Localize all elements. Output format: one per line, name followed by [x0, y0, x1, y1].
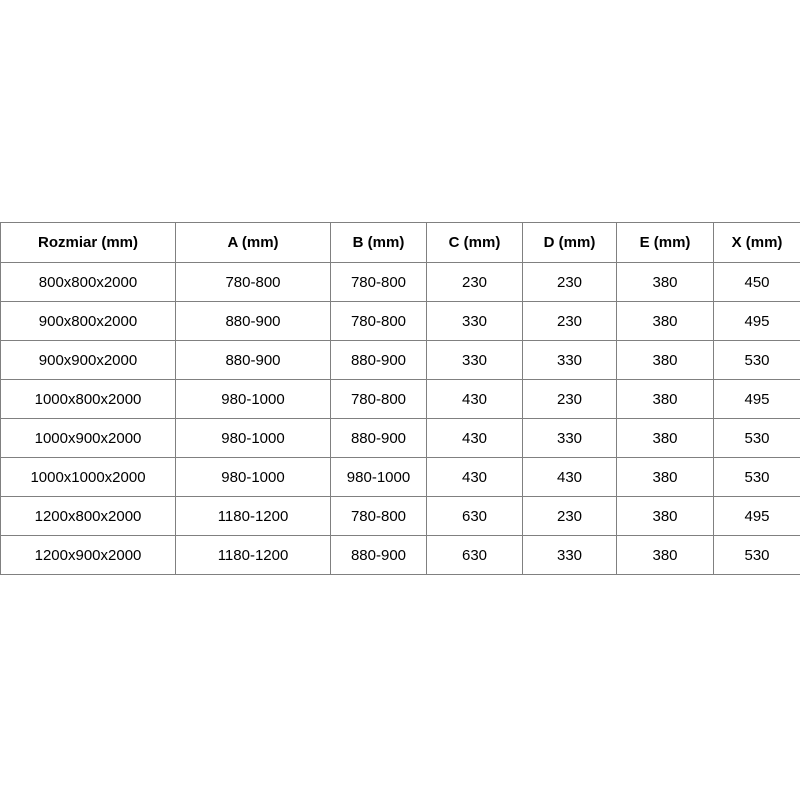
table-cell: 330 — [522, 418, 617, 458]
table-cell: 330 — [426, 340, 523, 380]
table-cell: 1180-1200 — [175, 535, 331, 575]
table-cell: 630 — [426, 496, 523, 536]
table-cell: 780-800 — [330, 262, 427, 302]
table-body: 800x800x2000 780-800 780-800 230 230 380 450 90… — [0, 262, 800, 575]
table-cell: 880-900 — [330, 535, 427, 575]
table-cell: 1200x800x2000 — [0, 496, 176, 536]
table-cell: 530 — [713, 457, 800, 497]
column-header: C (mm) — [426, 222, 523, 263]
table-cell: 530 — [713, 418, 800, 458]
table-cell: 230 — [522, 496, 617, 536]
column-header: D (mm) — [522, 222, 617, 263]
table-row: 1200x800x2000 1180-1200 780-800 630 230 380 49… — [0, 496, 800, 536]
table-cell: 1000x800x2000 — [0, 379, 176, 419]
table-cell: 780-800 — [330, 379, 427, 419]
table-cell: 330 — [522, 535, 617, 575]
table-cell: 450 — [713, 262, 800, 302]
column-header: B (mm) — [330, 222, 427, 263]
table-row: 1000x800x2000 980-1000 780-800 430 230 380 495 — [0, 379, 800, 419]
column-header: E (mm) — [616, 222, 714, 263]
table-cell: 900x800x2000 — [0, 301, 176, 341]
table-cell: 380 — [616, 379, 714, 419]
table-cell: 380 — [616, 535, 714, 575]
table-cell: 880-900 — [175, 301, 331, 341]
table-cell: 780-800 — [175, 262, 331, 302]
table-cell: 630 — [426, 535, 523, 575]
table-cell: 430 — [426, 418, 523, 458]
table-cell: 495 — [713, 301, 800, 341]
table-row: 900x900x2000 880-900 880-900 330 330 380 530 — [0, 340, 800, 380]
table-cell: 900x900x2000 — [0, 340, 176, 380]
table-cell: 980-1000 — [175, 418, 331, 458]
table-cell: 380 — [616, 496, 714, 536]
table-cell: 880-900 — [330, 418, 427, 458]
table-cell: 530 — [713, 340, 800, 380]
table-cell: 800x800x2000 — [0, 262, 176, 302]
table-row: 900x800x2000 880-900 780-800 330 230 380 495 — [0, 301, 800, 341]
table-cell: 1180-1200 — [175, 496, 331, 536]
table-cell: 1200x900x2000 — [0, 535, 176, 575]
table-cell: 780-800 — [330, 301, 427, 341]
column-header: X (mm) — [713, 222, 800, 263]
table-cell: 1000x1000x2000 — [0, 457, 176, 497]
table-cell: 380 — [616, 418, 714, 458]
table-cell: 230 — [426, 262, 523, 302]
column-header: A (mm) — [175, 222, 331, 263]
dimensions-table: Rozmiar (mm) A (mm) B (mm) C (mm) D (mm) E (m… — [0, 222, 800, 575]
table-cell: 380 — [616, 262, 714, 302]
table-cell: 430 — [426, 457, 523, 497]
table-row: 1000x900x2000 980-1000 880-900 430 330 380 530 — [0, 418, 800, 458]
table-cell: 495 — [713, 496, 800, 536]
table-cell: 330 — [426, 301, 523, 341]
table-cell: 430 — [522, 457, 617, 497]
table-header-row: Rozmiar (mm) A (mm) B (mm) C (mm) D (mm) E (m… — [0, 222, 800, 263]
table-cell: 530 — [713, 535, 800, 575]
table-cell: 880-900 — [330, 340, 427, 380]
table-row: 800x800x2000 780-800 780-800 230 230 380 450 — [0, 262, 800, 302]
table-cell: 330 — [522, 340, 617, 380]
table-cell: 880-900 — [175, 340, 331, 380]
table-cell: 980-1000 — [330, 457, 427, 497]
table-cell: 780-800 — [330, 496, 427, 536]
table-cell: 1000x900x2000 — [0, 418, 176, 458]
table-cell: 230 — [522, 262, 617, 302]
table-cell: 380 — [616, 457, 714, 497]
table-cell: 495 — [713, 379, 800, 419]
table-cell: 380 — [616, 301, 714, 341]
table-cell: 380 — [616, 340, 714, 380]
table-cell: 230 — [522, 301, 617, 341]
table-row: 1000x1000x2000 980-1000 980-1000 430 430 380 5… — [0, 457, 800, 497]
table-cell: 980-1000 — [175, 379, 331, 419]
table-cell: 230 — [522, 379, 617, 419]
column-header: Rozmiar (mm) — [0, 222, 176, 263]
table-cell: 980-1000 — [175, 457, 331, 497]
table-cell: 430 — [426, 379, 523, 419]
table-row: 1200x900x2000 1180-1200 880-900 630 330 380 53… — [0, 535, 800, 575]
